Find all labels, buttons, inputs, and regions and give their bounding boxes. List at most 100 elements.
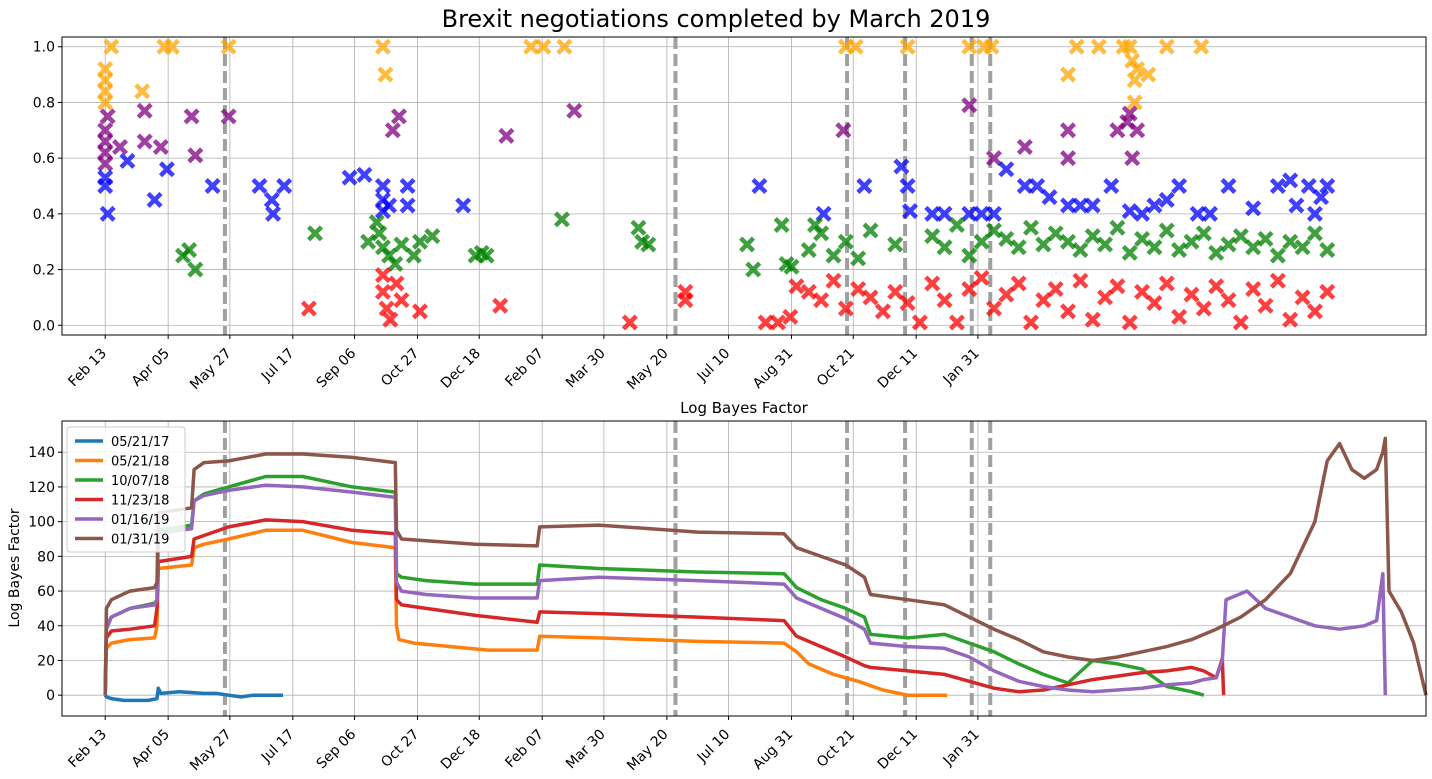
scatter-point bbox=[374, 38, 391, 55]
scatter-point bbox=[1158, 38, 1175, 55]
scatter-point bbox=[825, 247, 842, 264]
scatter-point bbox=[1121, 314, 1138, 331]
x-tick-label: Jan 31 bbox=[940, 727, 983, 770]
scatter-point bbox=[850, 281, 867, 298]
scatter-point bbox=[998, 161, 1015, 178]
scatter-point bbox=[862, 289, 879, 306]
scatter-point bbox=[478, 247, 495, 264]
scatter-point bbox=[961, 247, 978, 264]
scatter-point bbox=[1313, 189, 1330, 206]
scatter-point bbox=[936, 205, 953, 222]
scatter-point bbox=[1097, 289, 1114, 306]
scatter-point bbox=[1183, 286, 1200, 303]
y-tick-label: 120 bbox=[28, 480, 55, 496]
scatter-point bbox=[393, 292, 410, 309]
scatter-point bbox=[1245, 200, 1262, 217]
scatter-point bbox=[1282, 311, 1299, 328]
top-chart-grid bbox=[62, 37, 1426, 335]
y-tick-label: 0.6 bbox=[33, 151, 55, 167]
scatter-point bbox=[899, 178, 916, 194]
scatter-point bbox=[813, 292, 830, 309]
scatter-point bbox=[1201, 205, 1218, 222]
scatter-point bbox=[769, 314, 786, 331]
x-tick-label: Jul 17 bbox=[258, 727, 298, 767]
scatter-point bbox=[1189, 205, 1206, 222]
scatter-point bbox=[948, 216, 965, 233]
scatter-point bbox=[1121, 105, 1138, 122]
x-tick-label: Jul 10 bbox=[694, 346, 734, 386]
x-tick-label: Oct 21 bbox=[814, 346, 858, 390]
x-tick-label: Aug 31 bbox=[750, 727, 796, 773]
scatter-point bbox=[1124, 150, 1141, 167]
y-tick-label: 0.4 bbox=[33, 207, 55, 223]
scatter-point bbox=[134, 83, 151, 100]
scatter-point bbox=[1129, 61, 1146, 78]
x-tick-label: Oct 27 bbox=[378, 727, 422, 771]
x-tick-label: Dec 11 bbox=[875, 346, 921, 392]
scatter-point bbox=[276, 178, 293, 194]
x-tick-label: May 20 bbox=[624, 727, 672, 775]
scatter-point bbox=[1195, 300, 1212, 317]
scatter-point bbox=[837, 300, 854, 317]
scatter-point bbox=[874, 303, 891, 320]
scatter-point bbox=[973, 269, 990, 286]
scatter-point bbox=[1319, 283, 1336, 300]
y-tick-label: 40 bbox=[37, 619, 55, 635]
scatter-point bbox=[1047, 281, 1064, 298]
scatter-point bbox=[1269, 247, 1286, 264]
scatter-point bbox=[1134, 230, 1151, 247]
scatter-point bbox=[1072, 197, 1089, 214]
scatter-point bbox=[1220, 236, 1237, 253]
scatter-point bbox=[399, 197, 416, 214]
scatter-point bbox=[961, 281, 978, 298]
y-tick-label: 0 bbox=[46, 688, 55, 704]
scatter-point bbox=[985, 300, 1002, 317]
scatter-point bbox=[1171, 242, 1188, 259]
x-tick-label: Feb 13 bbox=[65, 727, 110, 772]
scatter-point bbox=[1060, 233, 1077, 250]
scatter-point bbox=[899, 38, 916, 55]
bottom-chart-series-lines bbox=[103, 436, 1428, 703]
series-line bbox=[103, 483, 1388, 696]
scatter-point bbox=[523, 38, 540, 55]
scatter-point bbox=[998, 230, 1015, 247]
scatter-point bbox=[1300, 178, 1317, 194]
x-tick-label: Sep 06 bbox=[314, 726, 360, 772]
scatter-point bbox=[1140, 66, 1157, 83]
scatter-point bbox=[187, 147, 204, 164]
x-tick-label: Oct 27 bbox=[378, 346, 422, 390]
x-tick-label: Sep 06 bbox=[314, 345, 360, 391]
scatter-point bbox=[813, 225, 830, 242]
y-tick-label: 100 bbox=[28, 515, 55, 531]
scatter-point bbox=[1220, 292, 1237, 309]
scatter-point bbox=[181, 242, 198, 259]
scatter-point bbox=[411, 233, 428, 250]
scatter-point bbox=[263, 191, 280, 208]
scatter-point bbox=[757, 314, 774, 331]
scatter-point bbox=[1288, 197, 1305, 214]
scatter-point bbox=[973, 205, 990, 222]
y-tick-label: 0.8 bbox=[33, 95, 55, 111]
scatter-point bbox=[1060, 303, 1077, 320]
scatter-point bbox=[924, 228, 941, 245]
scatter-point bbox=[1047, 225, 1064, 242]
bottom-chart-vertical-lines bbox=[222, 421, 993, 716]
scatter-point bbox=[1109, 278, 1126, 295]
scatter-point bbox=[1090, 38, 1107, 55]
scatter-point bbox=[368, 214, 385, 231]
top-chart-title: Brexit negotiations completed by March 2… bbox=[442, 5, 991, 33]
scatter-point bbox=[1016, 139, 1033, 156]
scatter-point bbox=[1103, 178, 1120, 194]
x-tick-label: Apr 05 bbox=[129, 346, 173, 390]
scatter-point bbox=[677, 292, 694, 309]
scatter-point bbox=[621, 314, 638, 331]
bottom-chart-frame bbox=[61, 420, 1427, 717]
scatter-point bbox=[393, 236, 410, 253]
scatter-point bbox=[384, 122, 401, 139]
scatter-point bbox=[1195, 225, 1212, 242]
scatter-point bbox=[1245, 281, 1262, 298]
scatter-point bbox=[556, 38, 573, 55]
scatter-point bbox=[1146, 239, 1163, 256]
scatter-point bbox=[377, 66, 394, 83]
scatter-point bbox=[961, 97, 978, 114]
